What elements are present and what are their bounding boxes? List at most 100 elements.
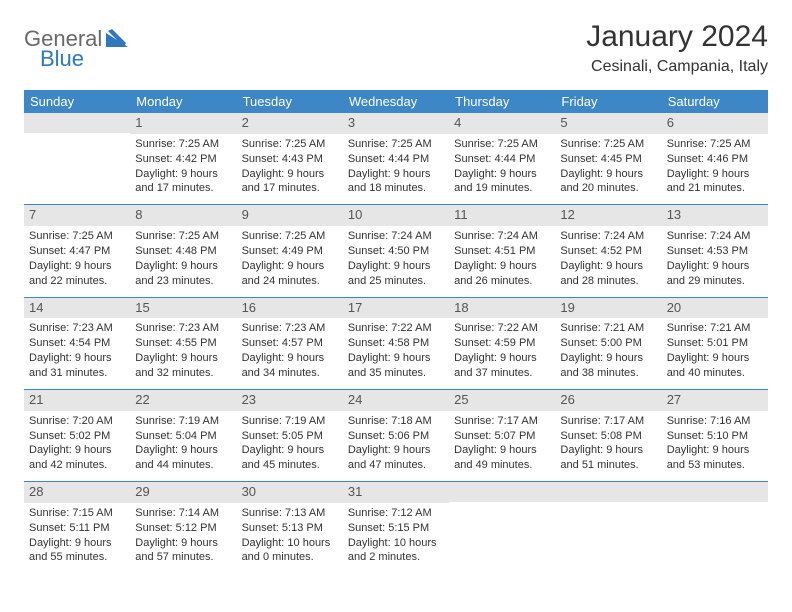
date-number: 18 <box>449 298 555 319</box>
day-line: Daylight: 9 hours and 57 minutes. <box>135 536 231 566</box>
calendar-cell: 25Sunrise: 7:17 AMSunset: 5:07 PMDayligh… <box>449 389 555 481</box>
date-number: 1 <box>130 113 236 134</box>
day-line: Sunrise: 7:25 AM <box>454 137 550 152</box>
day-line: Daylight: 9 hours and 53 minutes. <box>667 443 763 473</box>
calendar-cell: 29Sunrise: 7:14 AMSunset: 5:12 PMDayligh… <box>130 482 236 574</box>
calendar-cell: 8Sunrise: 7:25 AMSunset: 4:48 PMDaylight… <box>130 205 236 297</box>
date-number: 13 <box>662 205 768 226</box>
calendar-cell: 22Sunrise: 7:19 AMSunset: 5:04 PMDayligh… <box>130 389 236 481</box>
day-line: Sunset: 4:59 PM <box>454 336 550 351</box>
day-line: Sunset: 4:52 PM <box>560 244 656 259</box>
day-line: Daylight: 9 hours and 24 minutes. <box>242 259 338 289</box>
date-number: 27 <box>662 390 768 411</box>
day-line: Sunset: 4:43 PM <box>242 152 338 167</box>
day-details: Sunrise: 7:24 AMSunset: 4:50 PMDaylight:… <box>343 226 449 296</box>
day-details: Sunrise: 7:20 AMSunset: 5:02 PMDaylight:… <box>24 411 130 481</box>
date-number: 28 <box>24 482 130 503</box>
calendar-body: 1Sunrise: 7:25 AMSunset: 4:42 PMDaylight… <box>24 113 768 573</box>
day-details: Sunrise: 7:12 AMSunset: 5:15 PMDaylight:… <box>343 503 449 573</box>
day-header: Wednesday <box>343 90 449 113</box>
day-line: Sunrise: 7:23 AM <box>242 321 338 336</box>
day-header: Thursday <box>449 90 555 113</box>
day-details: Sunrise: 7:25 AMSunset: 4:45 PMDaylight:… <box>555 134 661 204</box>
day-line: Sunset: 5:02 PM <box>29 429 125 444</box>
day-line: Sunset: 5:07 PM <box>454 429 550 444</box>
day-line: Daylight: 9 hours and 51 minutes. <box>560 443 656 473</box>
day-details: Sunrise: 7:22 AMSunset: 4:59 PMDaylight:… <box>449 318 555 388</box>
day-line: Sunrise: 7:25 AM <box>348 137 444 152</box>
date-number <box>662 482 768 502</box>
day-details: Sunrise: 7:25 AMSunset: 4:43 PMDaylight:… <box>237 134 343 204</box>
day-details: Sunrise: 7:24 AMSunset: 4:51 PMDaylight:… <box>449 226 555 296</box>
date-number: 6 <box>662 113 768 134</box>
calendar-cell: 26Sunrise: 7:17 AMSunset: 5:08 PMDayligh… <box>555 389 661 481</box>
date-number: 12 <box>555 205 661 226</box>
day-line: Daylight: 9 hours and 49 minutes. <box>454 443 550 473</box>
date-number <box>449 482 555 502</box>
day-details: Sunrise: 7:25 AMSunset: 4:48 PMDaylight:… <box>130 226 236 296</box>
calendar-row: 1Sunrise: 7:25 AMSunset: 4:42 PMDaylight… <box>24 113 768 205</box>
date-number: 17 <box>343 298 449 319</box>
day-line: Sunrise: 7:24 AM <box>560 229 656 244</box>
calendar-cell: 4Sunrise: 7:25 AMSunset: 4:44 PMDaylight… <box>449 113 555 205</box>
day-line: Daylight: 9 hours and 20 minutes. <box>560 167 656 197</box>
calendar-row: 7Sunrise: 7:25 AMSunset: 4:47 PMDaylight… <box>24 205 768 297</box>
calendar-cell: 23Sunrise: 7:19 AMSunset: 5:05 PMDayligh… <box>237 389 343 481</box>
day-line: Daylight: 10 hours and 2 minutes. <box>348 536 444 566</box>
day-details: Sunrise: 7:25 AMSunset: 4:49 PMDaylight:… <box>237 226 343 296</box>
calendar-cell: 30Sunrise: 7:13 AMSunset: 5:13 PMDayligh… <box>237 482 343 574</box>
day-line: Daylight: 9 hours and 44 minutes. <box>135 443 231 473</box>
date-number: 16 <box>237 298 343 319</box>
day-details <box>555 502 661 562</box>
day-line: Sunset: 5:05 PM <box>242 429 338 444</box>
calendar-cell: 24Sunrise: 7:18 AMSunset: 5:06 PMDayligh… <box>343 389 449 481</box>
day-line: Sunset: 4:44 PM <box>348 152 444 167</box>
title-block: January 2024 Cesinali, Campania, Italy <box>586 20 768 76</box>
day-line: Daylight: 9 hours and 28 minutes. <box>560 259 656 289</box>
day-line: Sunrise: 7:23 AM <box>135 321 231 336</box>
day-line: Daylight: 9 hours and 32 minutes. <box>135 351 231 381</box>
day-line: Sunset: 4:49 PM <box>242 244 338 259</box>
calendar-cell: 6Sunrise: 7:25 AMSunset: 4:46 PMDaylight… <box>662 113 768 205</box>
day-details: Sunrise: 7:19 AMSunset: 5:04 PMDaylight:… <box>130 411 236 481</box>
calendar-cell: 12 Sunrise: 7:24 AMSunset: 4:52 PMDayligh… <box>555 205 661 297</box>
day-line: Sunset: 4:50 PM <box>348 244 444 259</box>
day-line: Sunset: 5:00 PM <box>560 336 656 351</box>
date-number: 3 <box>343 113 449 134</box>
day-details: Sunrise: 7:25 AMSunset: 4:47 PMDaylight:… <box>24 226 130 296</box>
day-line: Sunset: 5:15 PM <box>348 521 444 536</box>
calendar-cell: 13Sunrise: 7:24 AMSunset: 4:53 PMDayligh… <box>662 205 768 297</box>
calendar-cell: 7Sunrise: 7:25 AMSunset: 4:47 PMDaylight… <box>24 205 130 297</box>
date-number: 15 <box>130 298 236 319</box>
day-details: Sunrise: 7:16 AMSunset: 5:10 PMDaylight:… <box>662 411 768 481</box>
date-number <box>24 113 130 133</box>
calendar-cell: 18Sunrise: 7:22 AMSunset: 4:59 PMDayligh… <box>449 297 555 389</box>
day-details: Sunrise: 7:23 AMSunset: 4:55 PMDaylight:… <box>130 318 236 388</box>
day-line: Daylight: 9 hours and 35 minutes. <box>348 351 444 381</box>
date-number: 4 <box>449 113 555 134</box>
day-line: Daylight: 9 hours and 31 minutes. <box>29 351 125 381</box>
day-line: Daylight: 9 hours and 18 minutes. <box>348 167 444 197</box>
day-line: Daylight: 9 hours and 29 minutes. <box>667 259 763 289</box>
calendar-cell: 2Sunrise: 7:25 AMSunset: 4:43 PMDaylight… <box>237 113 343 205</box>
day-line: Daylight: 9 hours and 26 minutes. <box>454 259 550 289</box>
day-line: Daylight: 9 hours and 21 minutes. <box>667 167 763 197</box>
date-number <box>555 482 661 502</box>
day-line: Sunrise: 7:24 AM <box>667 229 763 244</box>
day-line: Sunset: 4:54 PM <box>29 336 125 351</box>
day-details <box>449 502 555 562</box>
date-number: 14 <box>24 298 130 319</box>
day-line: Daylight: 9 hours and 45 minutes. <box>242 443 338 473</box>
day-header: Tuesday <box>237 90 343 113</box>
calendar-cell: 15Sunrise: 7:23 AMSunset: 4:55 PMDayligh… <box>130 297 236 389</box>
date-number: 20 <box>662 298 768 319</box>
day-line: Sunrise: 7:17 AM <box>454 414 550 429</box>
day-line: Sunset: 4:55 PM <box>135 336 231 351</box>
calendar-header-row: Sunday Monday Tuesday Wednesday Thursday… <box>24 90 768 113</box>
calendar-cell <box>449 482 555 574</box>
day-details: Sunrise: 7:25 AMSunset: 4:46 PMDaylight:… <box>662 134 768 204</box>
calendar-cell: 1Sunrise: 7:25 AMSunset: 4:42 PMDaylight… <box>130 113 236 205</box>
day-line: Sunrise: 7:13 AM <box>242 506 338 521</box>
calendar-cell: 28Sunrise: 7:15 AMSunset: 5:11 PMDayligh… <box>24 482 130 574</box>
date-number: 8 <box>130 205 236 226</box>
